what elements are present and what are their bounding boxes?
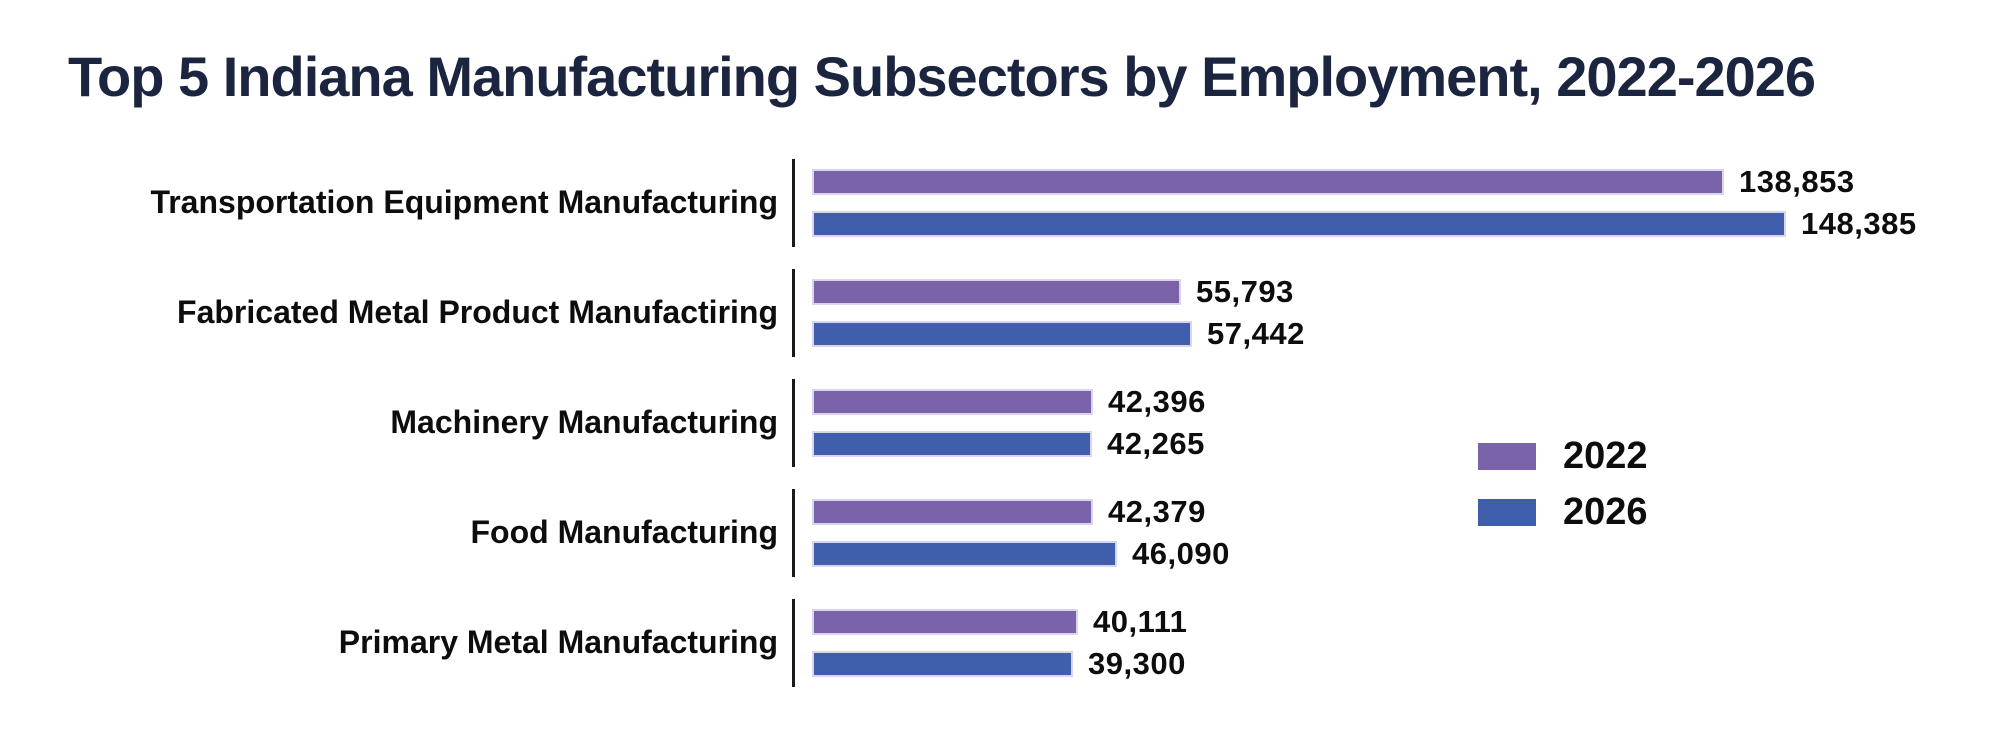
bar-2026 (812, 211, 1786, 237)
bar-2026 (812, 321, 1192, 347)
value-label-2022: 42,379 (1108, 494, 1206, 529)
value-label-2026: 42,265 (1107, 426, 1205, 461)
chart-row: Machinery Manufacturing 42,396 42,265 (0, 368, 1917, 478)
value-label-2022: 138,853 (1739, 164, 1855, 199)
category-label: Food Manufacturing (470, 514, 778, 551)
category-label: Primary Metal Manufacturing (338, 624, 778, 661)
value-label-2022: 42,396 (1108, 384, 1206, 419)
category-label: Transportation Equipment Manufacturing (150, 184, 778, 221)
legend-item-2022: 2022 (1478, 435, 1648, 477)
chart-row: Primary Metal Manufacturing 40,111 39,30… (0, 588, 1917, 698)
bar-2022 (812, 169, 1724, 195)
value-label-2026: 148,385 (1801, 206, 1917, 241)
bar-2022 (812, 389, 1093, 415)
axis-tick (792, 269, 795, 357)
bar-2026 (812, 431, 1092, 457)
legend: 2022 2026 (1478, 435, 1648, 554)
legend-label-2026: 2026 (1563, 490, 1648, 533)
category-label: Fabricated Metal Product Manufactiring (177, 294, 778, 331)
bar-2026 (812, 651, 1073, 677)
axis-tick (792, 489, 795, 577)
legend-label-2022: 2022 (1563, 434, 1648, 477)
chart-row: Fabricated Metal Product Manufactiring 5… (0, 258, 1917, 368)
category-label: Machinery Manufacturing (390, 404, 778, 441)
bar-2026 (812, 541, 1117, 567)
chart-row: Food Manufacturing 42,379 46,090 (0, 478, 1917, 588)
value-label-2022: 40,111 (1093, 604, 1188, 639)
legend-item-2026: 2026 (1478, 491, 1648, 533)
chart-row: Transportation Equipment Manufacturing 1… (0, 148, 1917, 258)
value-label-2026: 46,090 (1132, 536, 1230, 571)
value-label-2022: 55,793 (1196, 274, 1294, 309)
bar-2022 (812, 279, 1181, 305)
axis-tick (792, 379, 795, 467)
bar-2022 (812, 609, 1078, 635)
bar-2022 (812, 499, 1093, 525)
value-label-2026: 39,300 (1088, 646, 1186, 681)
bar-chart: Transportation Equipment Manufacturing 1… (0, 148, 1917, 698)
legend-swatch-2026 (1478, 498, 1536, 526)
value-label-2026: 57,442 (1207, 316, 1305, 351)
chart-title: Top 5 Indiana Manufacturing Subsectors b… (68, 45, 1816, 108)
axis-tick (792, 599, 795, 687)
legend-swatch-2022 (1478, 442, 1536, 470)
axis-tick (792, 159, 795, 247)
